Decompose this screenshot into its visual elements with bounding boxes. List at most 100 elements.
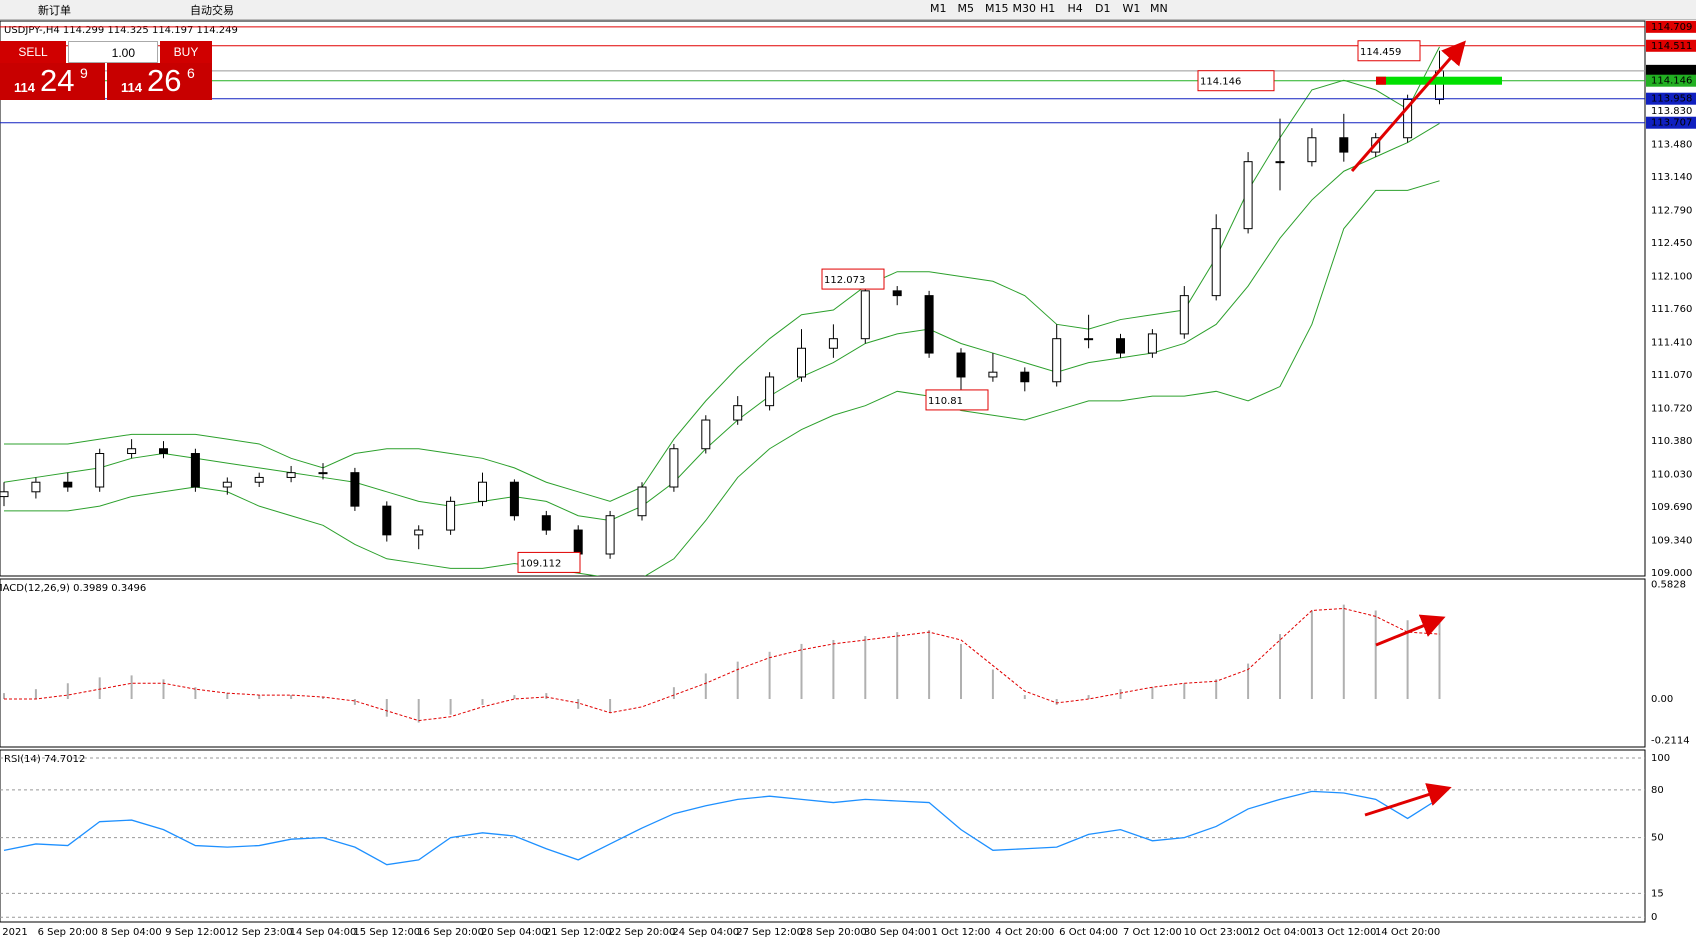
annotation: 114.146 [1200, 77, 1241, 88]
candle-body [1020, 371, 1030, 383]
candle-body [414, 529, 424, 536]
annotation-box [1197, 70, 1275, 92]
candle-body [701, 419, 711, 450]
y-tick-label: 112.790 [1651, 205, 1692, 216]
y-tick-label: 113.140 [1651, 172, 1692, 183]
annotation-box [1357, 40, 1421, 62]
trade-panel: SELL 1.00 BUY 114 24 9 114 26 6 [0, 41, 212, 100]
annotation: 109.112 [520, 558, 561, 569]
candle-body [254, 476, 264, 483]
timeframe[interactable]: M1 [930, 2, 947, 15]
price-main: 24 [40, 63, 75, 98]
candle-body [1147, 333, 1157, 354]
y-tick-label: 110.030 [1651, 470, 1692, 481]
annotation: 112.073 [824, 275, 865, 286]
y-tick-label: 109.000 [1651, 568, 1692, 579]
ask-price[interactable]: 114 26 6 [107, 63, 212, 100]
y-tick-label: 110.720 [1651, 404, 1692, 415]
candle-body [382, 505, 392, 536]
x-tick-label: 10 Oct 23:00 [1184, 927, 1249, 938]
level-tag-bg [1646, 20, 1696, 33]
y-tick-label: 113.830 [1651, 106, 1692, 117]
candle-body [478, 481, 487, 502]
price-sup: 9 [80, 65, 88, 81]
annotation-box [925, 389, 989, 411]
x-tick-label: 27 Sep 12:00 [736, 927, 803, 938]
panel-title: USDJPY-,H4 114.299 114.325 114.197 114.2… [4, 25, 238, 36]
bollinger-band [3, 122, 1440, 522]
price-main: 26 [147, 63, 182, 98]
candle-body [1403, 98, 1413, 139]
y-tick-label: 0.5828 [1651, 579, 1686, 590]
level-tag: 114.511 [1651, 41, 1692, 52]
candle-body [669, 448, 679, 488]
y-tick-label: 100 [1651, 753, 1670, 764]
timeframe[interactable]: W1 [1122, 2, 1141, 15]
sell-button[interactable]: SELL [0, 41, 66, 63]
candle-body [860, 290, 870, 340]
candle-body [1084, 338, 1094, 341]
y-tick-label: 111.070 [1651, 370, 1692, 381]
timeframe[interactable]: D1 [1095, 2, 1111, 15]
green-zone [1376, 76, 1502, 85]
y-tick-label: 15 [1651, 888, 1664, 899]
candle-body [1307, 137, 1317, 163]
candle-body [924, 295, 934, 354]
y-tick-label: 111.760 [1651, 304, 1692, 315]
x-tick-label: 28 Sep 20:00 [800, 927, 867, 938]
candle-body [1179, 295, 1189, 335]
rsi-line [3, 790, 1440, 866]
x-tick-label: 14 Sep 04:00 [290, 927, 357, 938]
candle-body [0, 491, 9, 498]
x-tick-label: Sep 2021 [0, 927, 28, 938]
level-tag: 114.709 [1651, 22, 1692, 33]
level-tag-bg [1646, 92, 1696, 105]
candle-body [733, 405, 743, 421]
lot-input[interactable]: 1.00 [68, 41, 158, 63]
new-order[interactable]: 新订单 [38, 4, 71, 17]
candle-body [446, 500, 456, 531]
candle-body [95, 453, 105, 488]
annotation-box [821, 268, 885, 290]
timeframe[interactable]: M5 [957, 2, 975, 15]
candle-body [1243, 161, 1253, 230]
buy-button[interactable]: BUY [160, 41, 212, 63]
level-tag: 114.146 [1651, 76, 1692, 87]
bid-price[interactable]: 114 24 9 [0, 63, 105, 100]
level-tag-bg [1646, 116, 1696, 129]
auto-trading[interactable]: 自动交易 [190, 4, 234, 17]
y-tick-label: 113.480 [1651, 139, 1692, 150]
timeframe[interactable]: M30 [1012, 2, 1037, 15]
panel-title: MACD(12,26,9) 0.3989 0.3496 [0, 583, 146, 594]
level-tag-bg [1646, 64, 1696, 77]
y-tick-label: 110.380 [1651, 436, 1692, 447]
candle-body [828, 338, 838, 349]
candle-body [63, 481, 73, 488]
y-tick-label: -0.2114 [1651, 736, 1690, 747]
level-tag: 114.249 [1651, 66, 1692, 77]
level-tag: 113.958 [1651, 94, 1692, 105]
x-tick-label: 16 Sep 20:00 [417, 927, 484, 938]
x-tick-label: 14 Oct 20:00 [1375, 927, 1440, 938]
timeframe[interactable]: M15 [985, 2, 1009, 15]
y-tick-label: 112.450 [1651, 238, 1692, 249]
timeframe[interactable]: H4 [1067, 2, 1083, 15]
candle-body [573, 529, 583, 555]
candle-body [350, 472, 360, 507]
timeframe[interactable]: MN [1150, 2, 1168, 15]
signal-line [4, 608, 1440, 722]
x-tick-label: 13 Oct 12:00 [1311, 927, 1376, 938]
price-sup: 6 [187, 65, 195, 81]
candle-body [1339, 137, 1349, 153]
price-big: 114 [121, 80, 142, 95]
x-tick-label: 20 Sep 04:00 [481, 927, 548, 938]
annotation: 110.81 [928, 396, 963, 407]
x-tick-label: 30 Sep 04:00 [864, 927, 931, 938]
y-tick-label: 109.690 [1651, 502, 1692, 513]
x-tick-label: 6 Oct 04:00 [1059, 927, 1118, 938]
candle-body [1116, 338, 1125, 354]
candle-body [637, 486, 647, 517]
candle-body [318, 472, 328, 475]
timeframe[interactable]: H1 [1040, 2, 1056, 15]
